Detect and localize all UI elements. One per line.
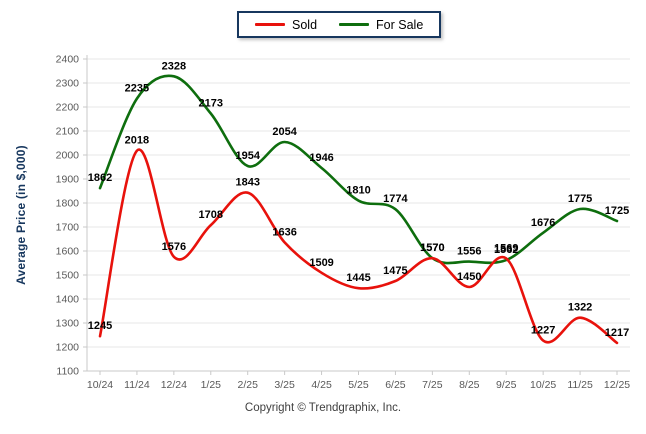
data-label-sold: 1576 — [162, 241, 186, 253]
legend-label-for-sale: For Sale — [376, 17, 424, 32]
data-label-sold: 2018 — [125, 135, 149, 147]
x-tick-label: 11/25 — [567, 379, 593, 391]
x-tick-label: 2/25 — [237, 379, 258, 391]
y-tick-label: 1800 — [56, 198, 80, 210]
data-label-for-sale: 1954 — [235, 150, 260, 162]
data-label-for-sale: 1570 — [420, 242, 444, 254]
data-label-for-sale: 1862 — [88, 172, 112, 184]
y-tick-label: 1600 — [56, 246, 80, 258]
data-label-sold: 1570 — [420, 242, 444, 254]
data-label-sold: 1636 — [272, 226, 296, 238]
data-label-for-sale: 1810 — [346, 185, 370, 197]
data-label-sold: 1322 — [568, 302, 592, 314]
y-tick-label: 1400 — [56, 294, 80, 306]
legend-item-sold: Sold — [255, 18, 317, 32]
x-tick-label: 11/24 — [124, 379, 150, 391]
y-tick-label: 1900 — [56, 174, 80, 186]
y-tick-label: 2100 — [56, 126, 80, 138]
data-label-for-sale: 2173 — [199, 97, 223, 109]
y-tick-label: 2200 — [56, 102, 80, 114]
data-label-sold: 1227 — [531, 325, 555, 337]
chart-legend: Sold For Sale — [237, 11, 442, 38]
x-tick-label: 7/25 — [422, 379, 443, 391]
x-tick-label: 6/25 — [385, 379, 406, 391]
y-tick-label: 1300 — [56, 318, 80, 330]
data-label-sold: 1843 — [235, 177, 259, 189]
data-label-sold: 1509 — [309, 257, 333, 269]
data-label-for-sale: 2328 — [162, 60, 186, 72]
x-tick-label: 9/25 — [496, 379, 517, 391]
x-tick-label: 12/25 — [604, 379, 630, 391]
series-path-sold — [98, 148, 619, 345]
y-tick-label: 1700 — [56, 222, 80, 234]
x-tick-label: 5/25 — [348, 379, 369, 391]
data-label-for-sale: 1774 — [383, 193, 408, 205]
data-label-for-sale: 1556 — [457, 246, 481, 258]
y-tick-label: 1100 — [56, 366, 79, 378]
data-label-sold: 1245 — [88, 320, 112, 332]
sold-line-swatch — [255, 23, 285, 26]
data-label-sold: 1708 — [199, 209, 223, 221]
data-label-for-sale: 2054 — [272, 126, 297, 138]
y-tick-label: 2400 — [56, 54, 80, 66]
y-tick-label: 1500 — [56, 270, 80, 282]
data-label-for-sale: 1562 — [494, 244, 518, 256]
y-tick-label: 2300 — [56, 78, 80, 90]
data-label-for-sale: 1946 — [309, 152, 333, 164]
data-label-for-sale: 2235 — [125, 83, 149, 95]
data-label-sold: 1450 — [457, 271, 481, 283]
legend-label-sold: Sold — [292, 17, 318, 32]
legend-item-for-sale: For Sale — [339, 18, 423, 32]
copyright-text: Copyright © Trendgraphix, Inc. — [244, 402, 402, 414]
x-tick-label: 3/25 — [274, 379, 295, 391]
x-tick-label: 10/24 — [87, 379, 113, 391]
y-tick-label: 1200 — [56, 342, 80, 354]
for-sale-line-swatch — [339, 23, 370, 26]
x-tick-label: 8/25 — [459, 379, 480, 391]
data-label-for-sale: 1775 — [568, 193, 592, 205]
data-label-sold: 1475 — [383, 265, 407, 277]
x-tick-label: 1/25 — [201, 379, 222, 391]
data-label-for-sale: 1725 — [605, 205, 629, 217]
data-label-sold: 1445 — [346, 272, 370, 284]
series-path-for-sale — [98, 74, 619, 265]
x-tick-label: 4/25 — [311, 379, 332, 391]
data-label-sold: 1217 — [605, 327, 629, 339]
x-tick-label: 10/25 — [530, 379, 556, 391]
data-label-for-sale: 1676 — [531, 217, 555, 229]
data-label-sold: 1569 — [494, 242, 518, 254]
x-tick-label: 12/24 — [161, 379, 187, 391]
y-tick-label: 2000 — [56, 150, 80, 162]
